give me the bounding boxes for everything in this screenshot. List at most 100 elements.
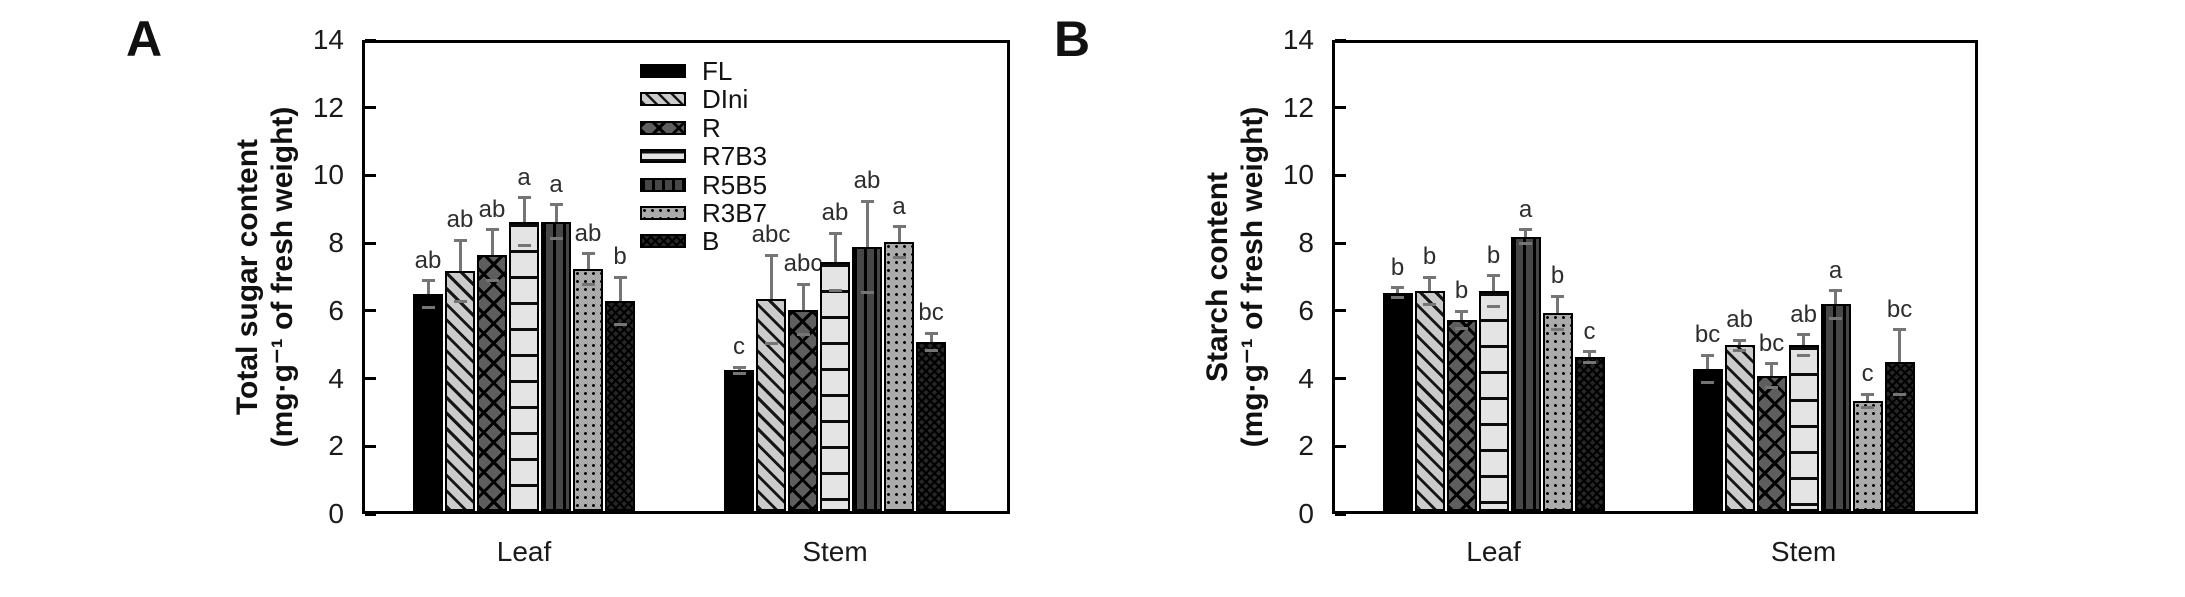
error-bar-cap-bottom-FL-Stem — [1701, 380, 1715, 384]
bar-FL-Leaf — [1382, 292, 1413, 511]
sig-letter-R3B7-Leaf: b — [1550, 262, 1565, 289]
error-bar-DIni-Leaf — [458, 240, 462, 271]
error-bar-cap-bottom-R3B7-Leaf — [581, 282, 595, 286]
error-bar-R3B7-Leaf — [1556, 296, 1559, 313]
error-bar-cap-bottom-R5B5-Stem — [1829, 316, 1843, 320]
legend-swatch-R — [640, 120, 686, 135]
error-bar-cap-bottom-R-Leaf — [1455, 326, 1468, 330]
error-bar-cap-bottom-DIni-Leaf — [1423, 302, 1436, 306]
sig-letter-DIni-Leaf: ab — [446, 206, 474, 234]
sig-letter-B-Leaf: c — [1583, 317, 1596, 345]
sig-letter-R-Leaf: b — [1454, 277, 1469, 305]
error-bar-cap-top-R3B7-Stem — [892, 225, 906, 229]
error-bar-B-Leaf — [618, 277, 622, 302]
sig-letter-DIni-Stem: abc — [751, 221, 791, 249]
bar-DIni-Leaf — [445, 270, 475, 511]
sig-letter-FL-Leaf: ab — [414, 246, 442, 274]
y-tick-6 — [1335, 309, 1346, 313]
error-bar-FL-Leaf — [1396, 287, 1399, 293]
bar-B-Leaf — [605, 301, 635, 511]
y-axis-title-A-line1: Total sugar content — [231, 138, 265, 416]
y-tick-label-12: 12 — [312, 91, 344, 123]
error-bar-R5B5-Leaf — [554, 204, 558, 222]
bar-R5B5-Leaf — [1510, 236, 1541, 511]
error-bar-cap-top-R5B5-Leaf — [549, 203, 563, 207]
sig-letter-FL-Leaf: b — [1390, 253, 1405, 281]
y-tick-6 — [365, 309, 376, 313]
y-tick-label-10: 10 — [312, 159, 344, 191]
y-tick-label-8: 8 — [1298, 227, 1314, 259]
x-category-label-Leaf: Leaf — [496, 536, 552, 567]
bar-R5B5-Stem — [1820, 304, 1851, 511]
legend-label-R5B5: R5B5 — [702, 169, 768, 200]
panel-letter-A: A — [126, 11, 163, 67]
error-bar-R7B3-Stem — [1802, 334, 1806, 346]
y-axis-title-B-line1: Starch content — [1201, 171, 1235, 383]
error-bar-cap-bottom-R7B3-Leaf — [517, 243, 531, 247]
legend-label-B: B — [702, 226, 720, 257]
y-tick-12 — [1335, 106, 1346, 110]
error-bar-cap-bottom-R5B5-Leaf — [549, 236, 563, 240]
y-tick-label-14: 14 — [1282, 24, 1314, 55]
error-bar-cap-bottom-R3B7-Stem — [1861, 406, 1875, 410]
error-bar-cap-top-R7B3-Leaf — [1487, 274, 1500, 278]
bar-R3B7-Stem — [884, 241, 915, 511]
error-bar-cap-bottom-R-Stem — [796, 333, 810, 337]
error-bar-cap-top-B-Leaf — [613, 275, 627, 279]
y-tick-10 — [365, 173, 376, 177]
y-tick-label-2: 2 — [328, 430, 344, 462]
error-bar-cap-bottom-R3B7-Leaf — [1551, 328, 1564, 332]
bar-R-Leaf — [1446, 319, 1477, 511]
bar-FL-Leaf — [413, 294, 443, 511]
error-bar-cap-bottom-R-Stem — [1765, 385, 1779, 389]
error-bar-cap-bottom-R7B3-Leaf — [1487, 304, 1500, 308]
sig-letter-B-Stem: bc — [1886, 295, 1913, 323]
sig-letter-R5B5-Leaf: a — [1518, 195, 1533, 223]
sig-letter-FL-Stem: bc — [1694, 321, 1721, 349]
bar-R-Stem — [788, 309, 819, 511]
sig-letter-R7B3-Stem: ab — [1790, 300, 1817, 328]
sig-letter-R7B3-Leaf: a — [517, 163, 531, 191]
error-bar-R3B7-Stem — [897, 226, 901, 242]
y-tick-label-4: 4 — [328, 362, 344, 394]
legend-label-R3B7: R3B7 — [702, 198, 768, 228]
y-tick-14 — [1335, 38, 1346, 42]
sig-letter-R5B5-Stem: ab — [853, 167, 881, 195]
sig-letter-FL-Stem: c — [733, 333, 746, 361]
error-bar-cap-bottom-R5B5-Stem — [860, 291, 874, 295]
bar-DIni-Stem — [756, 299, 787, 511]
error-bar-cap-top-R-Leaf — [485, 228, 499, 232]
legend-swatch-DIni — [640, 92, 686, 107]
error-bar-R3B7-Stem — [1866, 394, 1870, 401]
error-bar-cap-top-FL-Stem — [732, 365, 746, 369]
bar-B-Stem — [1884, 362, 1915, 511]
bar-R7B3-Leaf — [509, 221, 539, 511]
error-bar-cap-bottom-R5B5-Leaf — [1519, 242, 1532, 246]
bar-FL-Stem — [724, 370, 755, 511]
error-bar-cap-bottom-B-Leaf — [1583, 360, 1596, 364]
y-tick-label-2: 2 — [1298, 430, 1314, 462]
y-tick-8 — [1335, 241, 1346, 245]
legend-swatch-R7B3 — [640, 149, 686, 164]
error-bar-cap-bottom-FL-Stem — [732, 372, 746, 376]
sig-letter-R7B3-Leaf: b — [1486, 241, 1501, 269]
legend-swatch-B — [640, 234, 686, 249]
y-tick-label-10: 10 — [1282, 159, 1314, 191]
bar-R5B5-Leaf — [541, 221, 571, 511]
bar-R3B7-Leaf — [1542, 312, 1573, 511]
y-tick-0 — [365, 512, 376, 516]
error-bar-cap-bottom-DIni-Stem — [1733, 348, 1747, 352]
error-bar-cap-top-DIni-Leaf — [453, 238, 467, 242]
sig-letter-DIni-Stem: ab — [1726, 306, 1753, 334]
y-tick-4 — [365, 377, 376, 381]
error-bar-cap-bottom-DIni-Leaf — [453, 299, 467, 303]
error-bar-cap-bottom-R7B3-Stem — [1797, 353, 1811, 357]
bar-R3B7-Stem — [1852, 400, 1883, 511]
sig-letter-B-Leaf: b — [613, 243, 627, 271]
bar-B-Leaf — [1574, 356, 1605, 511]
error-bar-R-Stem — [801, 284, 805, 310]
x-category-label-Stem: Stem — [1770, 536, 1837, 567]
y-tick-8 — [365, 241, 376, 245]
y-tick-14 — [365, 38, 376, 42]
